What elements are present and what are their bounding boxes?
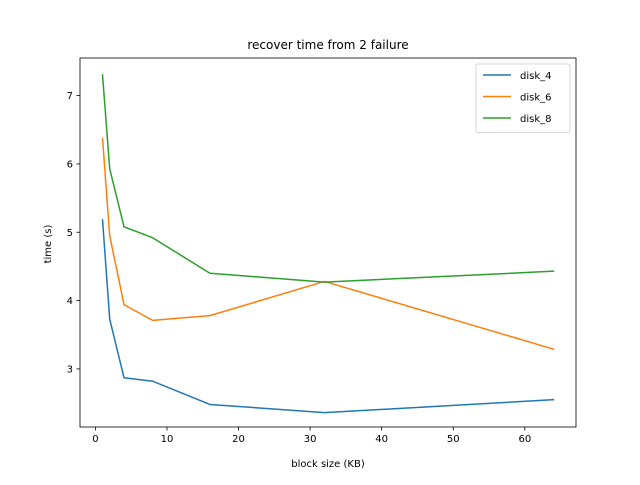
series-lines <box>101 74 555 414</box>
y-axis-label: time (s) <box>43 225 54 264</box>
x-axis-label: block size (KB) <box>291 459 365 470</box>
legend-label-disk-6: disk_6 <box>520 93 552 104</box>
x-tick-label: 40 <box>375 434 388 445</box>
x-tick-label: 30 <box>304 434 317 445</box>
y-tick-label: 3 <box>67 364 73 375</box>
series-line-disk-6 <box>101 137 555 351</box>
chart-title: recover time from 2 failure <box>247 38 408 52</box>
x-tick-label: 50 <box>447 434 460 445</box>
axis-ticks: 0 10 20 30 40 50 60 3 4 5 6 7 <box>67 91 532 445</box>
legend-label-disk-8: disk_8 <box>520 114 552 125</box>
x-tick-label: 0 <box>92 434 98 445</box>
legend-label-disk-4: disk_4 <box>520 71 552 82</box>
series-line-disk-8 <box>101 74 555 283</box>
plot-area <box>79 57 577 428</box>
legend-box <box>475 63 571 133</box>
legend: disk_4 disk_6 disk_8 <box>475 63 571 133</box>
y-tick-label: 7 <box>67 91 73 102</box>
y-tick-label: 4 <box>67 296 73 307</box>
y-tick-label: 5 <box>67 228 73 239</box>
plot-frame <box>79 57 577 428</box>
y-tick-label: 6 <box>67 159 73 170</box>
x-tick-label: 60 <box>518 434 531 445</box>
x-tick-label: 20 <box>232 434 245 445</box>
series-line-disk-4 <box>101 219 555 414</box>
x-tick-label: 10 <box>161 434 174 445</box>
